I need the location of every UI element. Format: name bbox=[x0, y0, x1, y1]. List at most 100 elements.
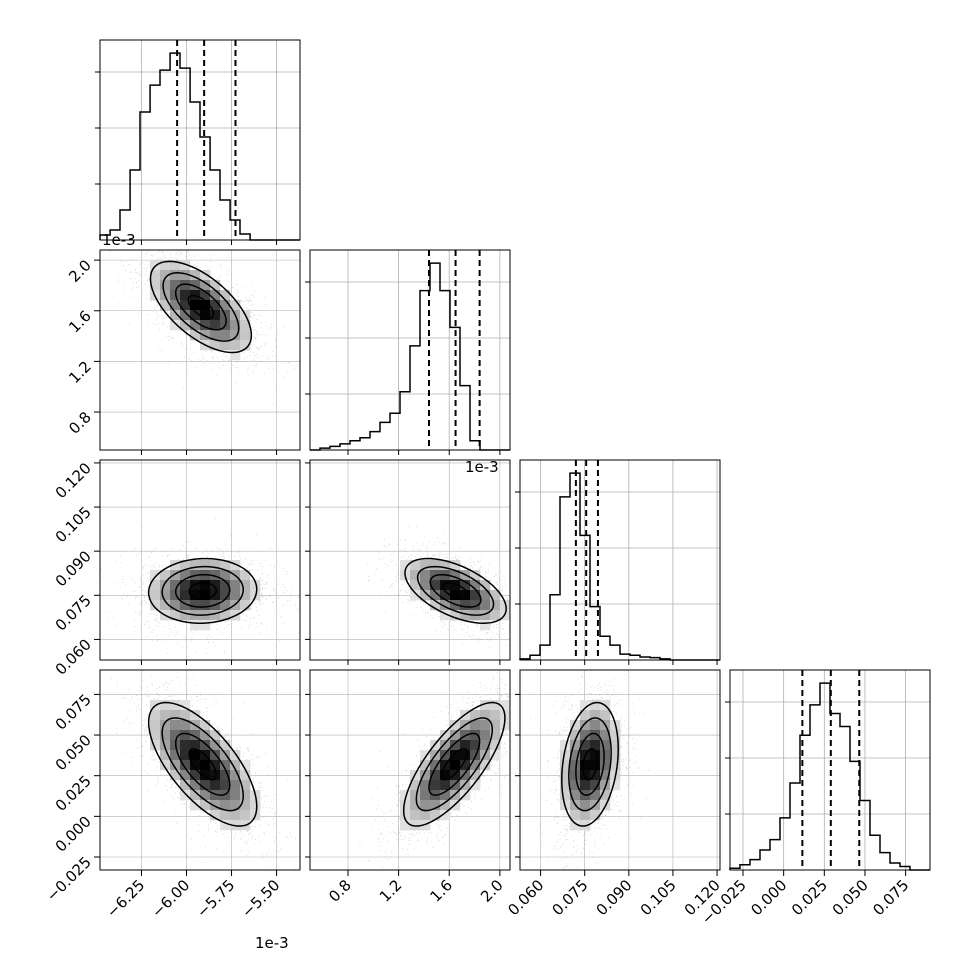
density-cell bbox=[150, 740, 161, 751]
density-cell bbox=[580, 710, 591, 721]
density-cell bbox=[210, 570, 221, 581]
density-cell bbox=[450, 580, 461, 591]
density-cell bbox=[460, 770, 471, 781]
pair-panel-3-2 bbox=[519, 669, 721, 871]
density-cell bbox=[170, 590, 181, 601]
density-cell bbox=[190, 620, 201, 631]
density-cell bbox=[180, 570, 191, 581]
density-cell bbox=[460, 580, 471, 591]
density-cell bbox=[590, 790, 601, 801]
density-cell bbox=[170, 760, 181, 771]
density-cell bbox=[200, 740, 211, 751]
density-cell bbox=[480, 720, 491, 731]
density-cell bbox=[570, 810, 581, 821]
density-cell bbox=[480, 740, 491, 751]
y-offset-text: 1e-3 bbox=[102, 231, 136, 249]
density-cell bbox=[440, 730, 451, 741]
x-tick-label: 0.105 bbox=[637, 876, 680, 919]
contour-level-1 bbox=[174, 283, 227, 331]
panel-frame bbox=[309, 669, 511, 871]
density-cell bbox=[480, 700, 491, 711]
x-offset-text: 1e-3 bbox=[465, 458, 499, 476]
contour-level-2 bbox=[161, 717, 244, 812]
density-cell bbox=[410, 560, 421, 571]
density-cell bbox=[470, 720, 481, 731]
density-cell bbox=[200, 300, 211, 311]
density-cell bbox=[590, 700, 601, 711]
density-cell bbox=[230, 760, 241, 771]
density-cell bbox=[450, 770, 461, 781]
density-cell bbox=[190, 730, 201, 741]
density-cell bbox=[220, 570, 231, 581]
density-cell bbox=[170, 560, 181, 571]
density-cell bbox=[590, 730, 601, 741]
density-cell bbox=[200, 280, 211, 291]
contour-level-0 bbox=[188, 582, 217, 600]
density-cell bbox=[590, 720, 601, 731]
density-cell bbox=[200, 560, 211, 571]
density-cell bbox=[420, 560, 431, 571]
contour-level-3 bbox=[402, 701, 506, 827]
y-tick-label: 0.075 bbox=[52, 690, 95, 733]
density-cell bbox=[170, 320, 181, 331]
density-cell bbox=[490, 600, 501, 611]
density-cell bbox=[150, 570, 161, 581]
density-cell bbox=[600, 760, 611, 771]
density-cell bbox=[450, 570, 461, 581]
marginal-panel-0 bbox=[95, 39, 301, 241]
density-cell bbox=[600, 750, 611, 761]
density-cell bbox=[210, 330, 221, 341]
density-cell bbox=[190, 590, 201, 601]
density-cell bbox=[440, 580, 451, 591]
density-cell bbox=[240, 780, 251, 791]
density-cell bbox=[220, 740, 231, 751]
density-cell bbox=[180, 260, 191, 271]
y-tick-label: 0.075 bbox=[52, 591, 95, 634]
panel-frame bbox=[519, 669, 721, 871]
density-cell bbox=[410, 800, 421, 811]
density-cell bbox=[420, 770, 431, 781]
density-cell bbox=[440, 780, 451, 791]
density-cell bbox=[480, 730, 491, 741]
density-cell bbox=[150, 730, 161, 741]
density-cell bbox=[200, 720, 211, 731]
density-cell bbox=[240, 320, 251, 331]
density-cell bbox=[560, 740, 571, 751]
density-cell bbox=[170, 710, 181, 721]
density-cell bbox=[420, 820, 431, 831]
density-cell bbox=[210, 740, 221, 751]
density-cell bbox=[480, 710, 491, 721]
density-cell bbox=[410, 810, 421, 821]
density-cell bbox=[440, 560, 451, 571]
panel-frame bbox=[99, 249, 301, 451]
contour-level-2 bbox=[568, 717, 612, 812]
density-cell bbox=[410, 790, 421, 801]
density-cell bbox=[220, 820, 231, 831]
pair-content bbox=[520, 670, 720, 870]
x-tick-label: 2.0 bbox=[477, 876, 507, 906]
y-tick-label: 2.0 bbox=[65, 256, 95, 286]
density-cell bbox=[220, 760, 231, 771]
pair-panel-3-1 bbox=[309, 669, 511, 871]
density-cell bbox=[490, 590, 501, 601]
contour-level-3 bbox=[147, 701, 258, 827]
density-cell bbox=[150, 600, 161, 611]
contour-level-1 bbox=[174, 732, 231, 796]
x-tick-label: 0.075 bbox=[548, 876, 591, 919]
density-cell bbox=[220, 810, 231, 821]
density-cell bbox=[210, 610, 221, 621]
y-tick-label: 0.120 bbox=[52, 459, 95, 502]
density-cell bbox=[160, 710, 171, 721]
contour-level-3 bbox=[149, 260, 253, 354]
density-cell bbox=[210, 800, 221, 811]
density-cell bbox=[180, 780, 191, 791]
y-tick-label: 0.8 bbox=[65, 408, 95, 438]
density-cell bbox=[190, 770, 201, 781]
density-cell bbox=[240, 760, 251, 771]
density-cell bbox=[600, 790, 611, 801]
density-cell bbox=[190, 780, 201, 791]
y-tick-label: 0.025 bbox=[52, 772, 95, 815]
density-cell bbox=[220, 610, 231, 621]
density-cell bbox=[560, 770, 571, 781]
density-cell bbox=[200, 790, 211, 801]
